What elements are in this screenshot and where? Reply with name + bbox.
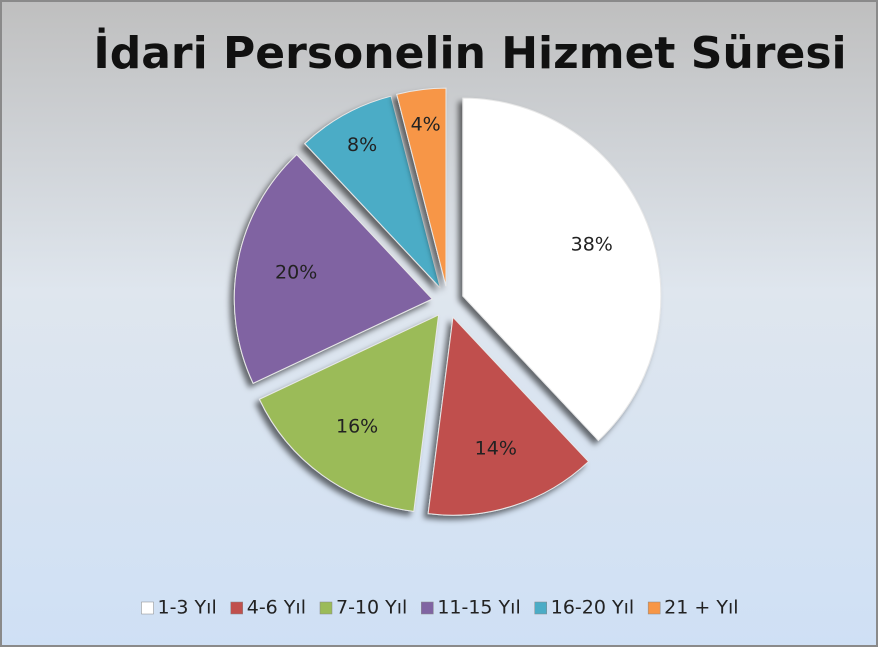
legend-label: 7-10 Yıl [336,597,407,619]
legend-label: 21 + Yıl [664,597,738,619]
pie-slice [258,314,440,512]
legend-swatch [230,601,243,615]
data-label: 14% [475,438,517,460]
pie-slice [396,87,447,287]
data-label: 8% [347,134,377,156]
legend-swatch [534,601,547,615]
data-label: 4% [411,114,441,136]
legend-label: 1-3 Yıl [157,597,216,619]
legend-label: 11-15 Yıl [437,597,520,619]
data-label: 16% [336,416,378,438]
pie-slice [233,153,434,384]
legend-swatch [647,601,661,615]
legend-label: 16-20 Yıl [551,597,634,619]
data-label: 38% [571,234,613,256]
legend-swatch [141,601,154,615]
legend-label: 4-6 Yıl [247,597,306,619]
legend-swatch [421,601,434,615]
legend-swatch [319,601,333,615]
data-label: 20% [275,262,317,284]
chart-title: İdari Personelin Hizmet Süresi [93,26,846,79]
pie-slice [304,95,441,289]
pie-slice [427,316,590,516]
pie-slice [462,97,662,442]
